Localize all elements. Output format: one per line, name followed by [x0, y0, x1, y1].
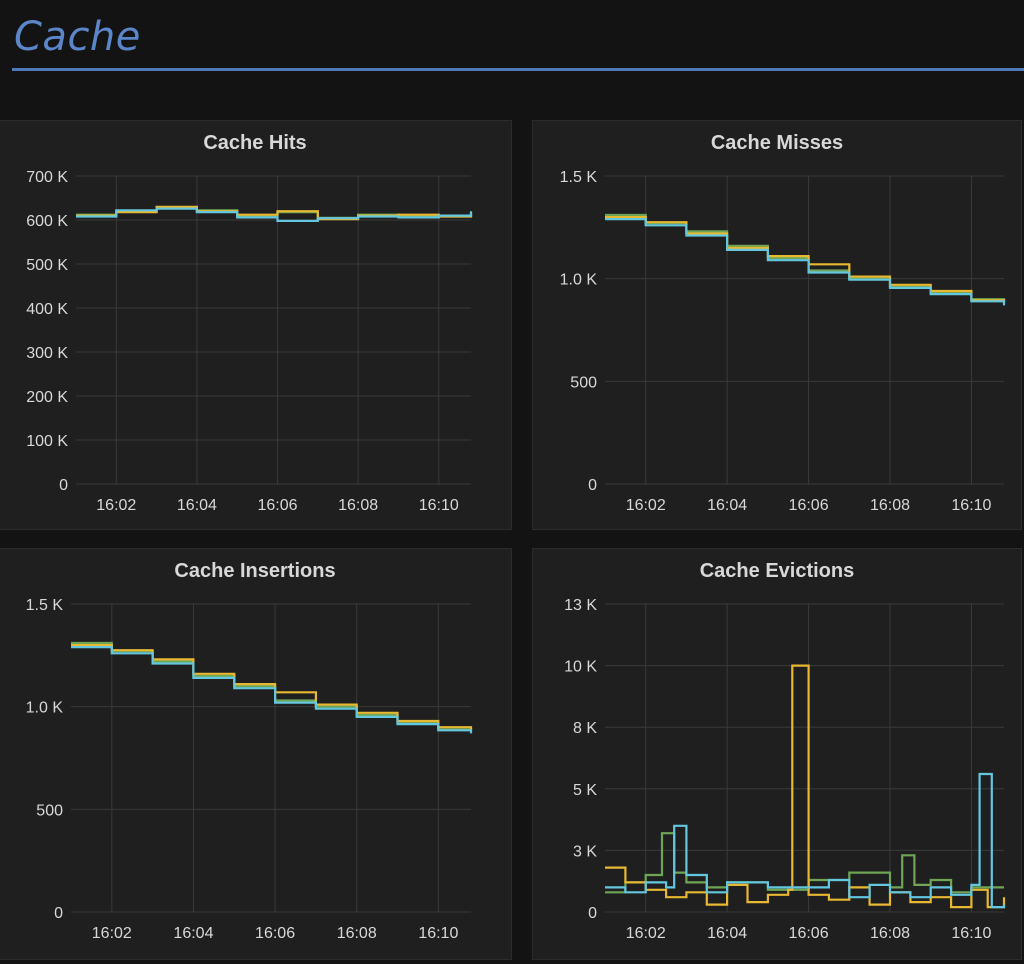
y-tick-label: 500 — [36, 802, 63, 819]
row-divider — [12, 68, 1024, 71]
series-line-cyan[interactable] — [605, 772, 1006, 909]
y-tick-label: 5 K — [573, 782, 597, 799]
y-tick-label: 1.5 K — [26, 597, 64, 614]
y-tick-label: 0 — [54, 905, 63, 922]
panel-cache-evictions[interactable]: Cache Evictions 0 3 K 5 K 8 K 10 K 13 K 16:02 1… — [532, 548, 1022, 960]
x-tick-label: 16:04 — [177, 497, 217, 514]
y-tick-label: 10 K — [564, 659, 597, 676]
row-header[interactable]: Cache — [0, 0, 1024, 90]
graph-cache-misses[interactable]: 0 500 1.0 K 1.5 K 16:02 16:04 16:06 16:08 16:10 — [533, 121, 1023, 531]
x-tick-label: 16:10 — [419, 497, 459, 514]
panel-title[interactable]: Cache Misses — [710, 132, 844, 154]
y-tick-label: 1.0 K — [560, 272, 598, 289]
y-tick-label: 100 K — [26, 433, 68, 450]
x-tick-label: 16:08 — [338, 497, 378, 514]
y-tick-label: 500 K — [26, 257, 68, 274]
graph-cache-hits[interactable]: 0 100 K 200 K 300 K 400 K 500 K 600 K 700 K 16:0… — [0, 121, 513, 531]
x-tick-label: 16:10 — [951, 925, 991, 942]
y-tick-label: 1.5 K — [560, 169, 598, 186]
y-tick-label: 13 K — [564, 597, 597, 614]
y-tick-label: 400 K — [26, 301, 68, 318]
y-tick-label: 0 — [59, 477, 68, 494]
panel-cache-insertions[interactable]: Cache Insertions 0 500 1.0 K 1.5 K 16:02 16:0… — [0, 548, 512, 960]
y-tick-label: 8 K — [573, 720, 597, 737]
x-tick-label: 16:06 — [258, 497, 298, 514]
x-tick-label: 16:06 — [255, 925, 295, 942]
series-line-yellow[interactable] — [605, 664, 1006, 909]
y-tick-label: 1.0 K — [26, 700, 64, 717]
x-tick-label: 16:04 — [707, 497, 747, 514]
x-tick-label: 16:08 — [870, 925, 910, 942]
panel-title[interactable]: Cache Hits — [203, 132, 307, 154]
x-tick-label: 16:04 — [707, 925, 747, 942]
graph-cache-evictions[interactable]: 0 3 K 5 K 8 K 10 K 13 K 16:02 16:04 16:06 16:08 16… — [533, 549, 1023, 961]
y-tick-label: 300 K — [26, 345, 68, 362]
y-tick-label: 200 K — [26, 389, 68, 406]
x-tick-label: 16:10 — [951, 497, 991, 514]
graph-cache-insertions[interactable]: 0 500 1.0 K 1.5 K 16:02 16:04 16:06 16:08 16:10 — [0, 549, 513, 961]
panel-cache-hits[interactable]: Cache Hits 0 100 K 200 K 300 K 400 K 500 K 600… — [0, 120, 512, 530]
x-tick-label: 16:06 — [789, 925, 829, 942]
x-tick-label: 16:06 — [789, 497, 829, 514]
x-tick-label: 16:02 — [96, 497, 136, 514]
x-tick-label: 16:02 — [92, 925, 132, 942]
y-tick-label: 3 K — [573, 843, 597, 860]
x-tick-label: 16:04 — [173, 925, 213, 942]
y-tick-label: 600 K — [26, 213, 68, 230]
x-tick-label: 16:10 — [418, 925, 458, 942]
x-tick-label: 16:08 — [870, 497, 910, 514]
y-tick-label: 500 — [570, 374, 597, 391]
x-tick-label: 16:02 — [626, 925, 666, 942]
panel-title[interactable]: Cache Insertions — [174, 560, 336, 582]
row-title[interactable]: Cache — [14, 14, 141, 60]
y-tick-label: 700 K — [26, 169, 68, 186]
panel-title[interactable]: Cache Evictions — [699, 560, 855, 582]
panel-cache-misses[interactable]: Cache Misses 0 500 1.0 K 1.5 K 16:02 16:04 16:… — [532, 120, 1022, 530]
y-tick-label: 0 — [588, 477, 597, 494]
series-line-cyan[interactable] — [605, 218, 1006, 306]
x-tick-label: 16:08 — [337, 925, 377, 942]
series-line-cyan[interactable] — [71, 646, 473, 734]
series-line-cyan[interactable] — [76, 207, 473, 222]
x-tick-label: 16:02 — [626, 497, 666, 514]
y-tick-label: 0 — [588, 905, 597, 922]
